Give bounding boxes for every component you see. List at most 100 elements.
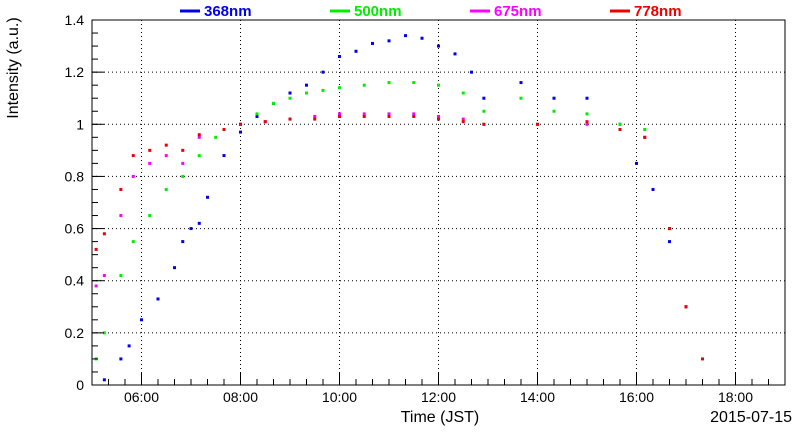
data-point — [164, 154, 168, 158]
data-point — [362, 114, 366, 118]
data-point — [272, 101, 275, 105]
data-point — [197, 135, 201, 139]
data-point — [239, 130, 242, 134]
data-point — [288, 96, 292, 100]
data-point — [222, 154, 226, 158]
data-point — [420, 36, 424, 40]
data-point — [482, 122, 486, 126]
data-point — [321, 88, 325, 92]
data-point — [131, 174, 135, 178]
data-point — [94, 284, 98, 288]
data-point — [643, 135, 647, 139]
data-point — [222, 128, 226, 131]
data-point — [127, 344, 131, 348]
data-point — [668, 227, 671, 231]
data-point — [181, 240, 185, 244]
data-point — [651, 187, 655, 191]
data-point — [387, 114, 391, 118]
data-point — [585, 96, 589, 100]
data-point — [255, 114, 259, 118]
data-point — [371, 41, 374, 45]
grid — [92, 19, 785, 386]
data-point — [482, 109, 486, 113]
data-point — [668, 240, 671, 244]
data-point — [102, 274, 106, 277]
data-point — [338, 86, 341, 90]
data-point — [181, 161, 185, 165]
data-series — [94, 34, 704, 382]
data-point — [119, 214, 123, 218]
data-point — [404, 34, 407, 38]
data-point — [305, 91, 308, 95]
y-axis-title: Intensity (a.u.) — [5, 17, 22, 118]
data-point — [102, 378, 106, 382]
data-point — [164, 187, 168, 191]
y-tick-label: 1 — [76, 116, 84, 132]
data-point — [197, 154, 201, 158]
data-point — [156, 297, 160, 301]
data-point — [552, 96, 556, 100]
data-point — [119, 274, 123, 277]
x-tick-label: 10:00 — [322, 389, 357, 405]
data-point — [313, 114, 317, 118]
data-point — [305, 83, 308, 87]
data-point — [387, 81, 391, 85]
x-tick-label: 12:00 — [421, 389, 456, 405]
data-point — [148, 214, 152, 218]
data-point — [255, 112, 259, 116]
data-point — [412, 81, 416, 85]
x-tick-label: 14:00 — [520, 389, 555, 405]
data-point — [618, 128, 622, 131]
y-tick-label: 1.2 — [65, 64, 85, 80]
data-point — [387, 39, 391, 43]
data-point — [263, 120, 267, 124]
data-point — [387, 112, 391, 116]
data-point — [181, 148, 185, 152]
data-point — [643, 128, 647, 131]
data-point — [585, 120, 589, 124]
data-point — [206, 195, 209, 199]
data-point — [354, 49, 358, 53]
data-point — [173, 266, 176, 270]
y-tick-label: 1.4 — [65, 12, 85, 28]
x-tick-label: 16:00 — [619, 389, 654, 405]
data-point — [635, 161, 638, 165]
data-point — [519, 96, 523, 100]
data-point — [437, 114, 440, 118]
data-point — [164, 143, 168, 147]
data-point — [536, 122, 539, 126]
data-point — [288, 91, 292, 95]
data-point — [362, 83, 366, 87]
x-tick-label: 06:00 — [124, 389, 159, 405]
data-point — [482, 96, 486, 100]
legend-label: 778nm — [634, 3, 682, 20]
legend: 368nm 500nm 675nm 778nm — [180, 3, 682, 20]
data-point — [453, 52, 457, 56]
series-500nm — [94, 81, 688, 361]
data-point — [102, 232, 106, 236]
data-point — [321, 70, 325, 74]
data-point — [461, 91, 465, 95]
data-point — [470, 70, 473, 74]
data-point — [437, 83, 440, 87]
data-point — [461, 117, 465, 121]
y-tick-label: 0.2 — [65, 325, 85, 341]
legend-label: 368nm — [204, 3, 252, 20]
data-point — [148, 161, 152, 165]
data-point — [131, 240, 135, 244]
x-axis-title: Time (JST) — [401, 409, 480, 426]
data-point — [362, 112, 366, 116]
date-label: 2015-07-15 — [710, 409, 792, 426]
y-tick-label: 0.8 — [65, 168, 85, 184]
data-point — [214, 135, 218, 139]
plot-frame — [91, 19, 786, 386]
data-point — [94, 247, 98, 251]
data-point — [618, 122, 622, 126]
data-point — [519, 81, 523, 85]
data-point — [585, 122, 589, 126]
data-point — [585, 112, 589, 116]
data-point — [102, 331, 106, 335]
data-point — [197, 221, 201, 225]
series-778nm — [94, 114, 704, 361]
